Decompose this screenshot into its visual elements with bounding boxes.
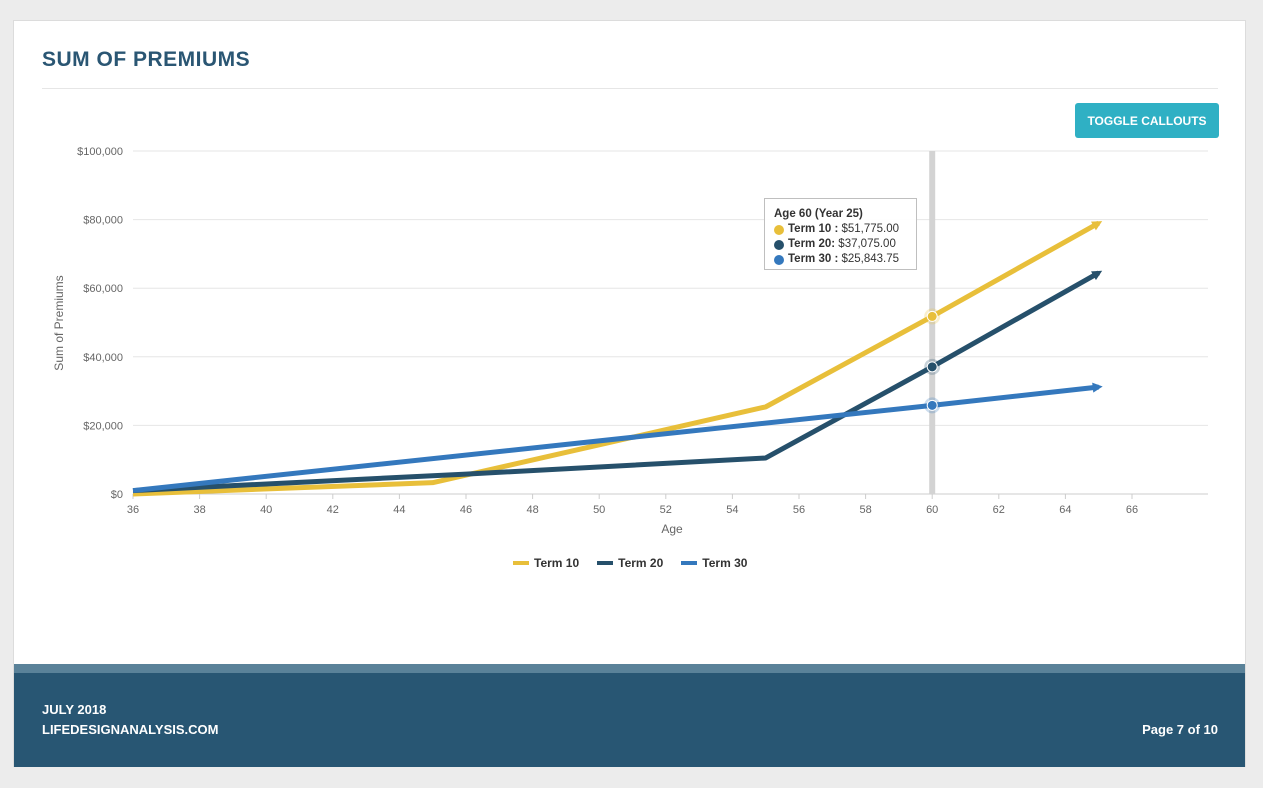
series-line-term-20 <box>132 270 1100 494</box>
x-tick-label: 66 <box>1126 504 1138 516</box>
x-tick-label: 46 <box>460 504 472 516</box>
x-tick-label: 62 <box>993 504 1005 516</box>
y-tick-label: $20,000 <box>83 420 123 432</box>
title-divider <box>42 88 1218 89</box>
x-axis-title: Age <box>661 522 683 536</box>
legend-swatch-icon <box>681 561 698 565</box>
tooltip-label: Term 20: <box>788 238 836 250</box>
tooltip-row-term-20: Term 20: $37,075.00 <box>774 237 916 252</box>
sum-of-premiums-chart[interactable]: $0 $20,000 $40,000 $60,000 $80,000 $100,000 36… <box>14 21 1245 621</box>
tooltip-label: Term 10 : <box>788 223 839 235</box>
y-axis-title: Sum of Premiums <box>52 275 66 370</box>
x-tick-label: 58 <box>859 504 871 516</box>
page-footer: JULY 2018 LIFEDESIGNANALYSIS.COM Page 7 … <box>14 673 1245 767</box>
x-tick-label: 48 <box>526 504 538 516</box>
x-tick-label: 40 <box>260 504 272 516</box>
term-20-dot-icon <box>774 239 784 250</box>
legend-item-term-10[interactable]: Term 10 <box>513 556 579 570</box>
tooltip-header: Age 60 (Year 25) <box>774 208 863 220</box>
x-tick-label: 60 <box>926 504 938 516</box>
x-tick-label: 64 <box>1059 504 1071 516</box>
y-tick-label: $60,000 <box>83 283 123 295</box>
legend-item-term-30[interactable]: Term 30 <box>681 556 747 570</box>
x-tick-label: 42 <box>327 504 339 516</box>
series-arrow-icon <box>1091 270 1103 281</box>
toggle-callouts-button[interactable]: TOGGLE CALLOUTS <box>1075 103 1219 138</box>
term-30-dot-icon <box>774 254 784 265</box>
legend-swatch-icon <box>597 561 614 565</box>
x-tick-label: 44 <box>393 504 405 516</box>
term-10-dot-icon <box>774 224 784 235</box>
chart-legend: Term 10 Term 20 Term 30 <box>513 556 747 570</box>
x-tick-label: 56 <box>793 504 805 516</box>
x-tick-label: 50 <box>593 504 605 516</box>
legend-swatch-icon <box>513 561 529 565</box>
x-tick-label: 38 <box>193 504 205 516</box>
series-line-term-30 <box>132 384 1099 494</box>
tooltip-value: $37,075.00 <box>838 238 896 250</box>
series-line-term-10 <box>132 220 1100 497</box>
chart-tooltip: Age 60 (Year 25) Term 10 : $51,775.00 Te… <box>764 198 917 270</box>
x-tick-label: 36 <box>127 504 139 516</box>
tooltip-label: Term 30 : <box>788 253 839 265</box>
legend-item-term-20[interactable]: Term 20 <box>597 556 663 570</box>
hover-point-marker <box>926 399 938 411</box>
hover-point-marker <box>926 310 938 322</box>
x-tick-label: 54 <box>726 504 738 516</box>
footer-date: JULY 2018 <box>42 702 107 717</box>
tooltip-value: $25,843.75 <box>841 253 900 265</box>
footer-page-number: Page 7 of 10 <box>1142 722 1218 737</box>
tooltip-row-term-10: Term 10 : $51,775.00 <box>774 222 916 237</box>
y-tick-label: $100,000 <box>77 146 123 158</box>
y-tick-label: $80,000 <box>83 215 123 227</box>
tooltip-value: $51,775.00 <box>841 223 900 235</box>
hover-point-marker <box>926 361 938 373</box>
footer-site: LIFEDESIGNANALYSIS.COM <box>42 722 219 737</box>
page-title: SUM OF PREMIUMS <box>42 48 251 71</box>
legend-label: Term 10 <box>534 556 580 570</box>
report-page: SUM OF PREMIUMS TOGGLE CALLOUTS $0 $20,00… <box>13 20 1246 767</box>
y-tick-label: $40,000 <box>83 352 123 364</box>
x-tick-label: 52 <box>660 504 672 516</box>
legend-label: Term 30 <box>702 556 748 570</box>
y-tick-label: $0 <box>111 489 123 501</box>
series-arrow-icon <box>1091 221 1103 231</box>
footer-stripe <box>14 664 1245 673</box>
tooltip-row-term-30: Term 30 : $25,843.75 <box>774 252 916 267</box>
legend-label: Term 20 <box>618 556 664 570</box>
series-arrow-icon <box>1092 382 1103 393</box>
